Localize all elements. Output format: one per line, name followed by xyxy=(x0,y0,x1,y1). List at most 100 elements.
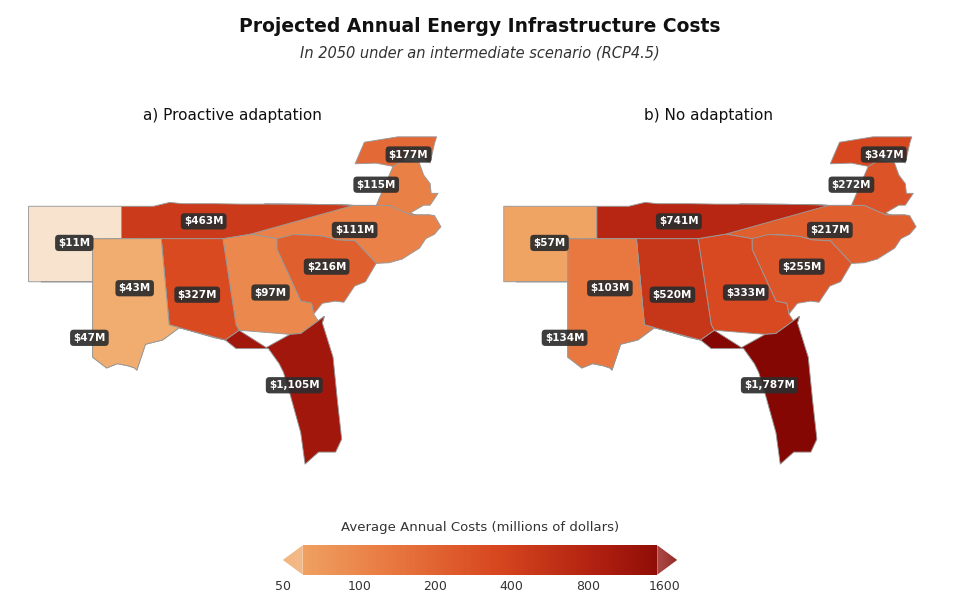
Text: In 2050 under an intermediate scenario (RCP4.5): In 2050 under an intermediate scenario (… xyxy=(300,46,660,61)
Polygon shape xyxy=(394,545,395,575)
Polygon shape xyxy=(599,545,600,575)
Polygon shape xyxy=(341,545,342,575)
Polygon shape xyxy=(449,545,450,575)
Polygon shape xyxy=(459,545,460,575)
Polygon shape xyxy=(389,545,390,575)
Polygon shape xyxy=(466,545,467,575)
Polygon shape xyxy=(563,545,564,575)
Polygon shape xyxy=(410,545,411,575)
Polygon shape xyxy=(641,545,642,575)
Polygon shape xyxy=(373,545,374,575)
Polygon shape xyxy=(284,559,285,561)
Polygon shape xyxy=(541,545,542,575)
Polygon shape xyxy=(375,545,376,575)
Text: $111M: $111M xyxy=(335,225,374,235)
Polygon shape xyxy=(589,545,590,575)
Polygon shape xyxy=(308,545,309,575)
Polygon shape xyxy=(523,545,524,575)
Polygon shape xyxy=(439,545,440,575)
Polygon shape xyxy=(355,545,356,575)
Polygon shape xyxy=(652,545,653,575)
Polygon shape xyxy=(355,137,437,167)
Polygon shape xyxy=(628,545,629,575)
Polygon shape xyxy=(501,545,502,575)
Text: $134M: $134M xyxy=(545,333,585,343)
Polygon shape xyxy=(586,545,587,575)
Polygon shape xyxy=(416,545,417,575)
Polygon shape xyxy=(568,545,569,575)
Text: $333M: $333M xyxy=(726,288,765,297)
Polygon shape xyxy=(487,545,488,575)
Polygon shape xyxy=(319,545,320,575)
Polygon shape xyxy=(632,545,633,575)
Polygon shape xyxy=(437,545,438,575)
Polygon shape xyxy=(415,545,416,575)
Polygon shape xyxy=(447,545,448,575)
Polygon shape xyxy=(549,545,550,575)
Polygon shape xyxy=(363,545,364,575)
Text: $741M: $741M xyxy=(660,216,699,226)
Polygon shape xyxy=(493,545,494,575)
Polygon shape xyxy=(524,545,525,575)
Text: 100: 100 xyxy=(348,581,372,593)
Polygon shape xyxy=(726,204,916,263)
Polygon shape xyxy=(343,545,344,575)
Polygon shape xyxy=(488,545,489,575)
Polygon shape xyxy=(420,545,421,575)
Text: $272M: $272M xyxy=(831,180,871,190)
Polygon shape xyxy=(404,545,405,575)
Polygon shape xyxy=(830,137,912,167)
Polygon shape xyxy=(382,545,383,575)
Polygon shape xyxy=(569,545,570,575)
Polygon shape xyxy=(276,235,376,314)
Polygon shape xyxy=(346,545,347,575)
Polygon shape xyxy=(597,545,598,575)
Polygon shape xyxy=(292,553,293,567)
Polygon shape xyxy=(320,545,321,575)
Polygon shape xyxy=(615,545,616,575)
Polygon shape xyxy=(567,545,568,575)
Polygon shape xyxy=(607,545,608,575)
Polygon shape xyxy=(352,545,353,575)
Polygon shape xyxy=(663,550,664,570)
Polygon shape xyxy=(540,545,541,575)
Polygon shape xyxy=(344,545,345,575)
Polygon shape xyxy=(468,545,469,575)
Polygon shape xyxy=(429,545,430,575)
Polygon shape xyxy=(612,545,613,575)
Text: $255M: $255M xyxy=(782,261,822,272)
Polygon shape xyxy=(411,545,412,575)
Polygon shape xyxy=(505,545,506,575)
Polygon shape xyxy=(506,545,507,575)
Polygon shape xyxy=(291,553,292,567)
Polygon shape xyxy=(507,545,508,575)
Polygon shape xyxy=(517,545,518,575)
Polygon shape xyxy=(590,545,591,575)
Polygon shape xyxy=(551,545,552,575)
Polygon shape xyxy=(564,545,565,575)
Polygon shape xyxy=(520,545,521,575)
Polygon shape xyxy=(391,545,392,575)
Polygon shape xyxy=(422,545,423,575)
Polygon shape xyxy=(528,545,529,575)
Polygon shape xyxy=(562,545,563,575)
Polygon shape xyxy=(463,545,464,575)
Polygon shape xyxy=(573,545,574,575)
Polygon shape xyxy=(432,545,433,575)
Polygon shape xyxy=(605,545,606,575)
Polygon shape xyxy=(251,204,441,263)
Polygon shape xyxy=(356,545,357,575)
Polygon shape xyxy=(397,545,398,575)
Polygon shape xyxy=(414,545,415,575)
Polygon shape xyxy=(516,238,655,370)
Polygon shape xyxy=(630,545,631,575)
Polygon shape xyxy=(325,545,326,575)
Polygon shape xyxy=(587,545,588,575)
Polygon shape xyxy=(318,545,319,575)
Polygon shape xyxy=(698,234,800,334)
Polygon shape xyxy=(122,202,353,238)
Polygon shape xyxy=(534,545,535,575)
Polygon shape xyxy=(575,545,576,575)
Polygon shape xyxy=(348,545,349,575)
Polygon shape xyxy=(362,545,363,575)
